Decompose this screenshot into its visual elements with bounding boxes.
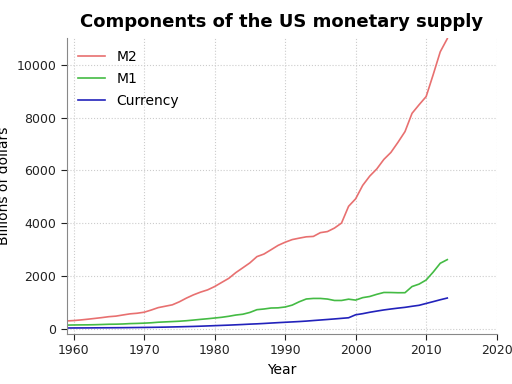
Line: M2: M2 [67,39,447,321]
Line: Currency: Currency [67,298,447,328]
M2 [63,319,70,323]
X-axis label: Year: Year [267,363,296,377]
M2 [204,288,210,292]
M1 [155,320,161,324]
M2 [402,129,408,134]
Title: Components of the US monetary supply: Components of the US monetary supply [80,13,483,31]
Y-axis label: Billions of dollars: Billions of dollars [0,127,11,245]
Currency [204,324,210,328]
Legend: M2, M1, Currency: M2, M1, Currency [71,43,186,115]
M2 [155,305,161,310]
M2 [106,314,112,319]
M1 [444,257,451,262]
M1 [402,290,408,295]
Line: M1: M1 [67,260,447,325]
M1 [134,321,140,326]
M1 [106,322,112,326]
Currency [106,326,112,330]
M2 [437,50,443,54]
M1 [63,323,70,328]
Currency [134,325,140,330]
Currency [155,325,161,329]
Currency [63,326,70,330]
M2 [444,36,451,41]
Currency [444,296,451,300]
M1 [437,261,443,266]
M1 [204,316,210,321]
Currency [437,298,443,302]
Currency [402,305,408,310]
M2 [134,311,140,316]
